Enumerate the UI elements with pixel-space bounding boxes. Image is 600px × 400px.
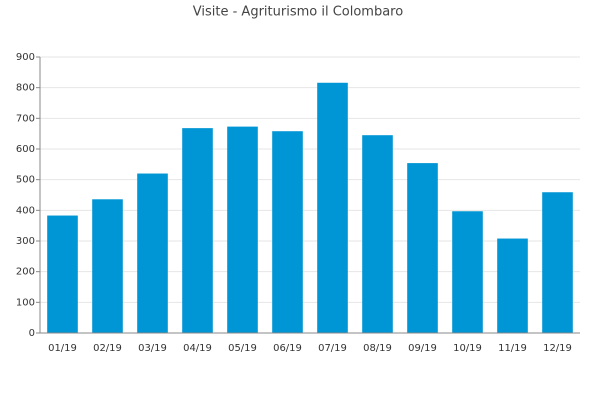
x-tick-label: 10/19 xyxy=(453,343,482,354)
bar xyxy=(272,131,303,333)
x-tick-label: 01/19 xyxy=(48,343,77,354)
y-tick-label: 200 xyxy=(16,267,35,278)
bar xyxy=(92,199,123,333)
bar xyxy=(542,192,573,333)
x-tick-label: 09/19 xyxy=(408,343,437,354)
y-tick-label: 0 xyxy=(29,328,35,339)
x-tick-label: 04/19 xyxy=(183,343,212,354)
bar xyxy=(362,135,393,333)
y-tick-label: 700 xyxy=(16,113,35,124)
y-tick-label: 400 xyxy=(16,205,35,216)
x-tick-label: 11/19 xyxy=(498,343,527,354)
bar xyxy=(227,126,258,333)
x-tick-label: 08/19 xyxy=(363,343,392,354)
y-tick-label: 600 xyxy=(16,144,35,155)
x-tick-label: 02/19 xyxy=(93,343,122,354)
y-tick-label: 500 xyxy=(16,175,35,186)
x-tick-label: 12/19 xyxy=(543,343,572,354)
y-tick-label: 900 xyxy=(16,52,35,63)
bar xyxy=(47,215,78,333)
y-tick-label: 300 xyxy=(16,236,35,247)
x-tick-label: 03/19 xyxy=(138,343,167,354)
y-tick-label: 100 xyxy=(16,297,35,308)
bar xyxy=(497,238,528,333)
bar xyxy=(182,128,213,333)
x-tick-label: 06/19 xyxy=(273,343,302,354)
x-tick-label: 05/19 xyxy=(228,343,257,354)
chart-title: Visite - Agriturismo il Colombaro xyxy=(193,5,403,20)
bar xyxy=(137,173,168,333)
y-tick-label: 800 xyxy=(16,83,35,94)
bar xyxy=(317,82,348,333)
bar xyxy=(452,211,483,333)
x-tick-label: 07/19 xyxy=(318,343,347,354)
bar xyxy=(407,163,438,333)
